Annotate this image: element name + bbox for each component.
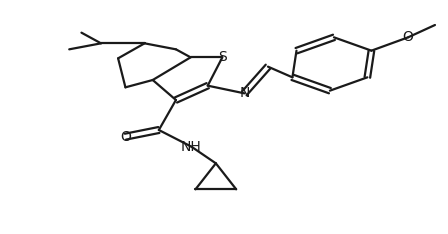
- Text: O: O: [403, 30, 414, 44]
- Text: N: N: [239, 86, 250, 100]
- Text: S: S: [218, 50, 227, 64]
- Text: O: O: [120, 130, 131, 144]
- Text: NH: NH: [181, 140, 202, 154]
